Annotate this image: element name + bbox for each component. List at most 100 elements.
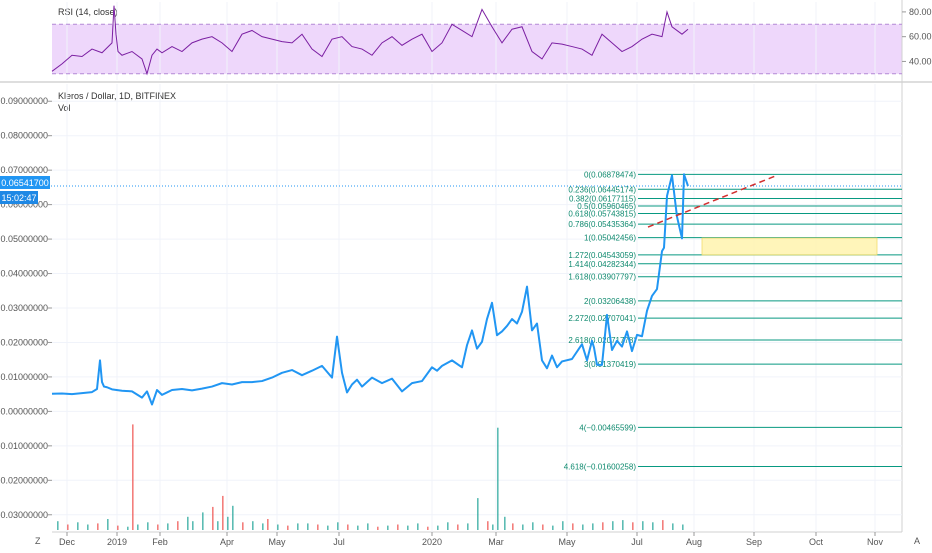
time-tick-label: Mar bbox=[488, 537, 504, 547]
fib-level-label: 1(0.05042456) bbox=[584, 234, 636, 243]
fib-level-label: 3(0.01370419) bbox=[584, 360, 636, 369]
volume-bar bbox=[467, 523, 469, 530]
volume-bar bbox=[317, 524, 319, 530]
fib-level-label: 0.786(0.05435364) bbox=[568, 220, 636, 229]
rsi-tick-label: 40.00 bbox=[909, 56, 932, 66]
volume-label: Vol bbox=[58, 103, 71, 113]
volume-bar bbox=[522, 524, 524, 530]
time-tick-label: Apr bbox=[220, 537, 234, 547]
volume-bar bbox=[457, 524, 459, 530]
volume-bar bbox=[672, 523, 674, 530]
volume-bar bbox=[147, 522, 149, 530]
volume-bar bbox=[377, 526, 379, 530]
rsi-tick-label: 80.00 bbox=[909, 7, 932, 17]
fib-level-label: 2(0.03206438) bbox=[584, 297, 636, 306]
volume-bar bbox=[242, 522, 244, 530]
rsi-pane[interactable]: RSI (14, close) bbox=[52, 7, 902, 74]
rsi-tick-label: 60.00 bbox=[909, 32, 932, 42]
current-price-value: 0.06541700 bbox=[1, 178, 49, 188]
target-zone bbox=[701, 237, 878, 256]
trend-line-segment[interactable] bbox=[647, 174, 778, 228]
volume-bar bbox=[157, 524, 159, 530]
volume-bar bbox=[127, 526, 129, 530]
volume-bar bbox=[512, 523, 514, 530]
price-tick-label: 0.02000000 bbox=[0, 337, 48, 347]
price-tick-label: 0.07000000 bbox=[0, 165, 48, 175]
rsi-line bbox=[51, 5, 689, 76]
fib-level-label: 1.618(0.03907797) bbox=[568, 273, 636, 282]
volume-bar bbox=[192, 521, 194, 530]
time-tick-label: Feb bbox=[152, 537, 168, 547]
time-tick-label: Dec bbox=[59, 537, 76, 547]
volume-bar bbox=[212, 506, 214, 530]
volume-bar bbox=[97, 523, 99, 530]
price-tick-label: 0.09000000 bbox=[0, 96, 48, 106]
fib-level-label: 0.236(0.06445174) bbox=[568, 185, 636, 194]
time-tick-label: May bbox=[558, 537, 576, 547]
volume-bar bbox=[177, 521, 179, 530]
volume-bar bbox=[337, 522, 339, 530]
volume-bar bbox=[632, 522, 634, 530]
volume-bar bbox=[57, 521, 59, 530]
volume-bar bbox=[447, 522, 449, 530]
volume-bar bbox=[532, 522, 534, 530]
countdown-box bbox=[0, 191, 38, 204]
fib-level-label: 0.618(0.05743815) bbox=[568, 209, 636, 218]
volume-bar bbox=[387, 525, 389, 530]
price-series bbox=[0, 173, 902, 406]
volume-bar bbox=[187, 516, 189, 530]
volume-bar bbox=[132, 424, 134, 530]
volume-bar bbox=[252, 521, 254, 530]
time-tick-label: Oct bbox=[809, 537, 824, 547]
fib-level-label: 2.272(0.02707041) bbox=[568, 314, 636, 323]
price-label-box bbox=[0, 176, 50, 189]
price-tick-label: 0.05000000 bbox=[0, 234, 48, 244]
time-axis[interactable]: Dec 2019 Feb Apr May Jul 2020 Mar May Jul Aug Sep Oc… bbox=[59, 532, 884, 547]
time-tick-label: Jul bbox=[631, 537, 643, 547]
volume-bar bbox=[477, 498, 479, 530]
rsi-band bbox=[52, 24, 902, 74]
volume-bar bbox=[117, 525, 119, 530]
bar-countdown: 15:02:47 bbox=[1, 193, 36, 203]
volume-bar bbox=[167, 523, 169, 530]
volume-bar bbox=[77, 522, 79, 530]
volume-bar bbox=[417, 523, 419, 530]
volume-bar bbox=[492, 524, 494, 530]
volume-bar bbox=[662, 520, 664, 530]
volume-bar bbox=[642, 521, 644, 530]
price-tick-label: 0.01000000 bbox=[0, 372, 48, 382]
volume-bar bbox=[347, 524, 349, 530]
volume-bar bbox=[217, 521, 219, 530]
volume-bar bbox=[572, 523, 574, 530]
time-tick-label: 2020 bbox=[422, 537, 442, 547]
volume-bar bbox=[497, 427, 499, 530]
volume-bar bbox=[262, 523, 264, 530]
auto-scale-button[interactable]: A bbox=[914, 536, 920, 546]
volume-bar bbox=[582, 524, 584, 530]
fib-level-label: 4(−0.00465599) bbox=[579, 423, 636, 432]
time-tick-label: Aug bbox=[686, 537, 702, 547]
rsi-title: RSI (14, close) bbox=[58, 7, 118, 17]
volume-bar bbox=[602, 522, 604, 530]
current-price-marker: 0.06541700 15:02:47 bbox=[0, 176, 50, 204]
volume-bar bbox=[437, 525, 439, 530]
price-line bbox=[51, 173, 689, 406]
volume-bar bbox=[87, 524, 89, 530]
volume-bar bbox=[542, 524, 544, 530]
volume-bar bbox=[407, 525, 409, 530]
price-tick-label: -0.03000000 bbox=[0, 510, 48, 520]
volume-bar bbox=[227, 516, 229, 530]
time-tick-label: May bbox=[268, 537, 286, 547]
rsi-series bbox=[51, 5, 902, 76]
price-axis[interactable]: 0.09000000 0.08000000 0.07000000 0.06000000… bbox=[0, 96, 52, 520]
time-tick-label: Jul bbox=[333, 537, 345, 547]
zoom-left-button[interactable]: Z bbox=[35, 536, 41, 546]
volume-bar bbox=[487, 521, 489, 530]
price-tick-label: 0.03000000 bbox=[0, 303, 48, 313]
trend-line[interactable] bbox=[647, 174, 778, 228]
target-zone-box bbox=[701, 237, 878, 256]
price-tick-label: 0.06000000 bbox=[0, 200, 48, 210]
rsi-axis[interactable]: 80.00 60.00 40.00 bbox=[902, 7, 932, 67]
